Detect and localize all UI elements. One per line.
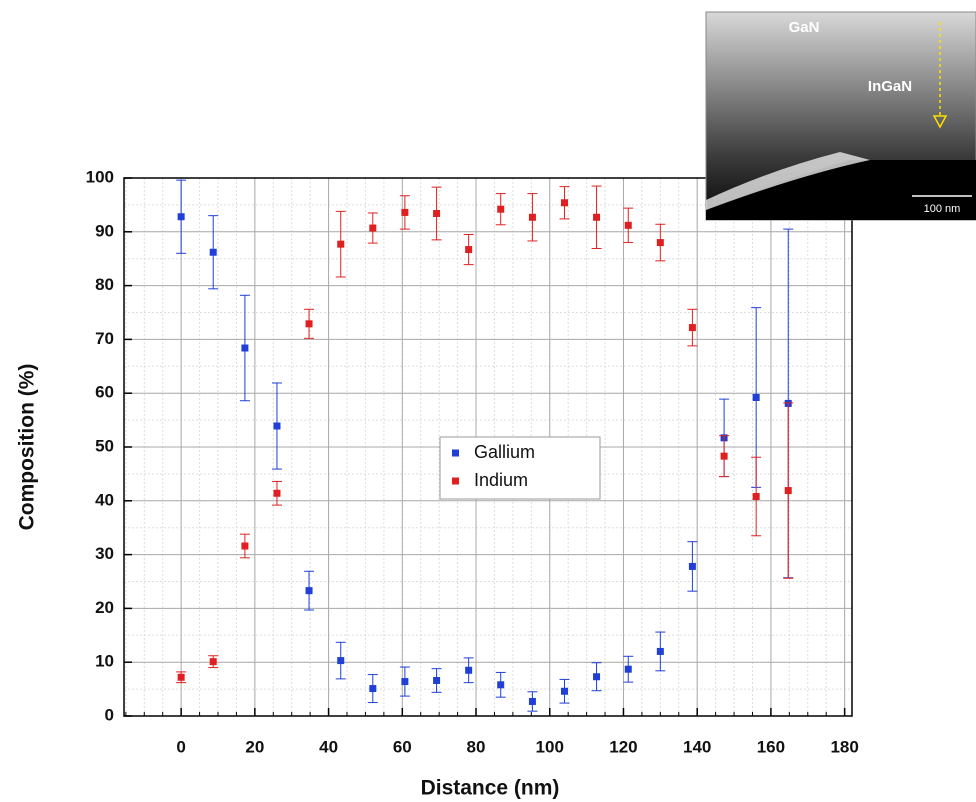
x-axis-label: Distance (nm) (421, 777, 560, 800)
y-tick-label: 60 (95, 383, 114, 402)
point (752, 492, 760, 500)
y-tick-label: 100 (86, 167, 114, 186)
x-tick-label: 160 (757, 737, 785, 756)
point (624, 665, 632, 673)
point (241, 542, 249, 550)
inset-label: InGaN (868, 78, 912, 95)
inset-arrow-head (932, 115, 948, 129)
point (177, 213, 185, 221)
x-tick-label: 180 (830, 737, 858, 756)
y-tick-label: 80 (95, 275, 114, 294)
y-tick-label: 30 (95, 544, 114, 563)
x-tick-label: 60 (393, 737, 412, 756)
y-tick-label: 50 (95, 436, 114, 455)
x-tick-label: 140 (683, 737, 711, 756)
point (593, 213, 601, 221)
point (177, 673, 185, 681)
point (497, 205, 505, 213)
point (273, 422, 281, 430)
point (465, 666, 473, 674)
x-tick-label: 120 (609, 737, 637, 756)
point (560, 199, 568, 207)
point (273, 489, 281, 497)
point (241, 344, 249, 352)
point (209, 248, 217, 256)
point (752, 394, 760, 402)
x-tick-label: 40 (319, 737, 338, 756)
point (209, 658, 217, 666)
y-tick-label: 0 (105, 705, 114, 724)
point (528, 697, 536, 705)
point (401, 678, 409, 686)
inset-edge (706, 152, 870, 210)
inset-label: GaN (789, 19, 820, 36)
point (656, 647, 664, 655)
point (688, 324, 696, 332)
point (369, 685, 377, 693)
legend-label: Indium (474, 470, 528, 490)
plot-frame (123, 177, 853, 717)
point (688, 562, 696, 570)
point (401, 208, 409, 216)
y-tick-label: 90 (95, 221, 114, 240)
x-tick-label: 80 (467, 737, 486, 756)
scale-bar-label: 100 nm (924, 203, 961, 215)
inset-image: GaN InGaN 100 nm (705, 11, 976, 221)
point (433, 676, 441, 684)
legend-box (439, 436, 601, 500)
point (305, 587, 313, 595)
x-tick-label: 100 (536, 737, 564, 756)
point (305, 320, 313, 328)
point (337, 657, 345, 665)
point (497, 681, 505, 689)
point (433, 210, 441, 218)
point (560, 687, 568, 695)
y-tick-label: 40 (95, 490, 114, 509)
y-axis-label: Composition (%) (16, 364, 39, 531)
legend-swatch (452, 477, 459, 485)
point (720, 452, 728, 460)
point (784, 487, 792, 495)
y-tick-label: 70 (95, 329, 114, 348)
x-tick-label: 0 (176, 737, 185, 756)
point (465, 246, 473, 254)
legend-label: Gallium (474, 442, 535, 462)
inset-substrate (706, 160, 976, 220)
point (593, 673, 601, 681)
point (337, 240, 345, 248)
x-tick-label: 20 (245, 737, 264, 756)
point (528, 213, 536, 221)
point (656, 239, 664, 247)
legend-swatch (452, 449, 459, 457)
point (369, 224, 377, 232)
point (624, 221, 632, 229)
y-tick-label: 10 (95, 652, 114, 671)
y-tick-label: 20 (95, 598, 114, 617)
